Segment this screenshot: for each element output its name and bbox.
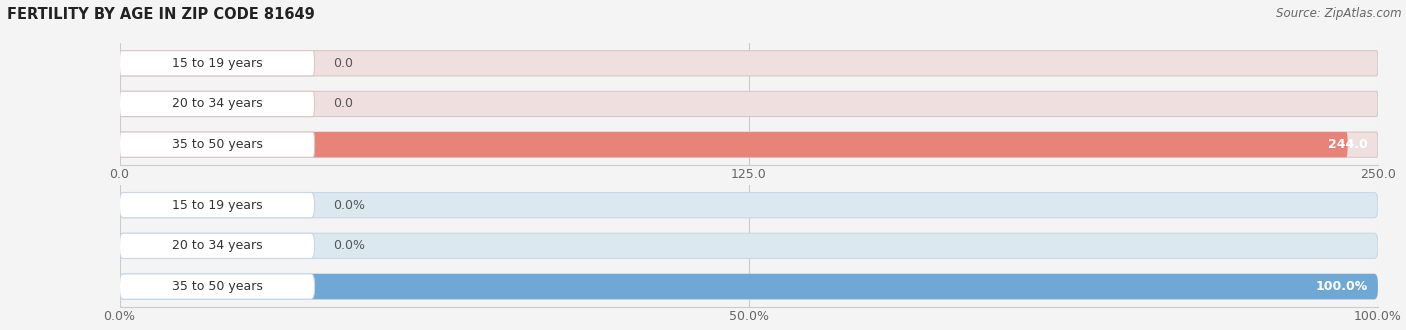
Text: 0.0: 0.0	[333, 57, 353, 70]
Bar	[120, 43, 1378, 83]
FancyBboxPatch shape	[120, 233, 1378, 258]
Bar	[120, 225, 1378, 266]
Text: 15 to 19 years: 15 to 19 years	[172, 57, 263, 70]
Text: 20 to 34 years: 20 to 34 years	[172, 239, 263, 252]
Text: 35 to 50 years: 35 to 50 years	[172, 138, 263, 151]
FancyBboxPatch shape	[120, 132, 315, 157]
FancyBboxPatch shape	[120, 233, 315, 258]
Bar	[120, 124, 1378, 165]
FancyBboxPatch shape	[120, 274, 1378, 299]
Text: 0.0%: 0.0%	[333, 199, 366, 212]
Text: 15 to 19 years: 15 to 19 years	[172, 199, 263, 212]
Text: Source: ZipAtlas.com: Source: ZipAtlas.com	[1277, 7, 1402, 19]
Text: 0.0%: 0.0%	[333, 239, 366, 252]
FancyBboxPatch shape	[120, 274, 315, 299]
Text: 244.0: 244.0	[1329, 138, 1368, 151]
Text: FERTILITY BY AGE IN ZIP CODE 81649: FERTILITY BY AGE IN ZIP CODE 81649	[7, 7, 315, 21]
FancyBboxPatch shape	[120, 192, 315, 218]
FancyBboxPatch shape	[120, 132, 1348, 157]
Bar	[120, 266, 1378, 307]
Text: 100.0%: 100.0%	[1316, 280, 1368, 293]
FancyBboxPatch shape	[120, 91, 315, 116]
Text: 0.0: 0.0	[333, 97, 353, 111]
Bar	[120, 83, 1378, 124]
FancyBboxPatch shape	[120, 91, 1378, 116]
FancyBboxPatch shape	[120, 192, 1378, 218]
FancyBboxPatch shape	[120, 50, 315, 76]
FancyBboxPatch shape	[120, 132, 1378, 157]
Bar	[120, 185, 1378, 225]
Text: 20 to 34 years: 20 to 34 years	[172, 97, 263, 111]
FancyBboxPatch shape	[120, 50, 1378, 76]
Text: 35 to 50 years: 35 to 50 years	[172, 280, 263, 293]
FancyBboxPatch shape	[120, 274, 1378, 299]
